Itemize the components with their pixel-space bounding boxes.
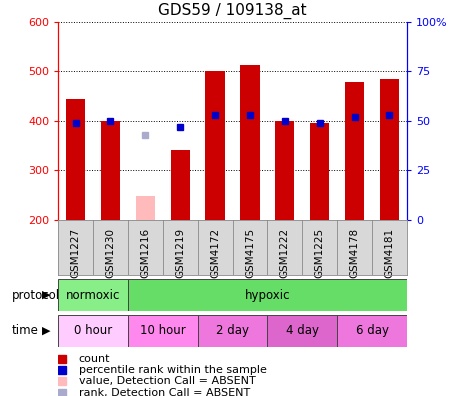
Title: GDS59 / 109138_at: GDS59 / 109138_at: [158, 3, 307, 19]
Bar: [345, 82, 364, 220]
Text: hypoxic: hypoxic: [245, 289, 290, 301]
Text: ▶: ▶: [42, 326, 51, 336]
Text: normoxic: normoxic: [66, 289, 120, 301]
Text: count: count: [79, 354, 110, 364]
Text: percentile rank within the sample: percentile rank within the sample: [79, 365, 266, 375]
Bar: [198, 315, 267, 346]
Text: 0 hour: 0 hour: [74, 324, 112, 337]
Text: value, Detection Call = ABSENT: value, Detection Call = ABSENT: [79, 377, 255, 386]
Text: protocol: protocol: [12, 289, 60, 301]
Bar: [380, 79, 399, 220]
Bar: [275, 121, 294, 220]
Text: 4 day: 4 day: [286, 324, 319, 337]
Bar: [337, 315, 407, 346]
Text: rank, Detection Call = ABSENT: rank, Detection Call = ABSENT: [79, 388, 250, 396]
Bar: [58, 279, 128, 311]
Bar: [267, 315, 337, 346]
Bar: [128, 315, 198, 346]
Text: 6 day: 6 day: [356, 324, 388, 337]
Text: 2 day: 2 day: [216, 324, 249, 337]
Text: time: time: [12, 324, 39, 337]
Bar: [66, 99, 85, 220]
Text: ▶: ▶: [42, 290, 51, 300]
Bar: [171, 150, 190, 220]
Bar: [310, 123, 329, 220]
Bar: [101, 121, 120, 220]
Text: 10 hour: 10 hour: [140, 324, 186, 337]
Bar: [58, 315, 128, 346]
Bar: [206, 71, 225, 220]
Bar: [136, 196, 155, 220]
Bar: [128, 279, 407, 311]
Bar: [240, 65, 259, 220]
